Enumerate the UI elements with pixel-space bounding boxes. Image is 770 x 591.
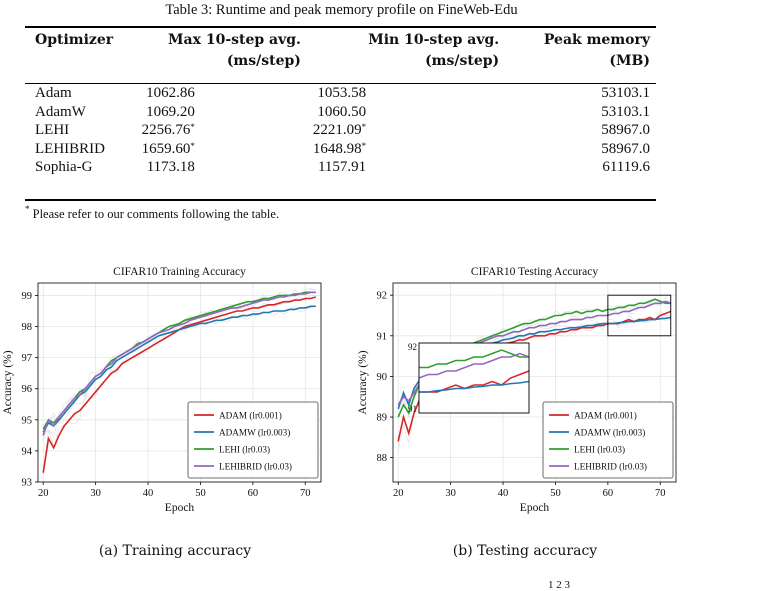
legend-label: LEHIBRID (lr0.03) <box>574 462 647 472</box>
inset-series-line-1 <box>419 380 530 393</box>
cell-memory: 53103.1 <box>601 103 650 120</box>
inset-tick-label: 91 <box>408 404 417 414</box>
x-tick-label: 40 <box>143 488 154 499</box>
table-caption: Table 3: Runtime and peak memory profile… <box>165 2 518 18</box>
table-footnote: * Please refer to our comments following… <box>25 204 280 221</box>
col-header-min: Min 10-step avg. (ms/step) <box>368 32 500 69</box>
x-tick-label: 30 <box>90 488 101 499</box>
cell-optimizer: Sophia-G <box>35 159 93 175</box>
plot-frame <box>37 282 322 483</box>
legend-box <box>542 401 674 479</box>
y-tick-label: 96 <box>22 384 33 395</box>
legend-label: LEHI (lr0.03) <box>574 445 625 455</box>
cell-max: 1659.60* <box>141 140 195 157</box>
training-accuracy-chart: CIFAR10 Training Accuracy 20 30 40 50 60 70 93 9… <box>2 266 322 514</box>
legend-label: ADAM (lr0.001) <box>574 411 637 421</box>
y-tick-label: 92 <box>377 291 388 302</box>
x-axis-label: Epoch <box>520 502 550 514</box>
col-header-max: Max 10-step avg. (ms/step) <box>168 32 301 69</box>
legend-label: ADAM (lr0.001) <box>219 411 282 421</box>
x-tick-label: 60 <box>603 488 614 499</box>
y-axis-label: Accuracy (%) <box>357 350 369 414</box>
cell-memory: 58967.0 <box>601 122 650 138</box>
table-header-row: Optimizer Max 10-step avg. (ms/step) Min … <box>25 30 656 72</box>
x-tick-label: 20 <box>38 488 49 499</box>
cell-optimizer: AdamW <box>35 103 86 120</box>
cell-max: 1069.20 <box>146 103 195 120</box>
y-tick-label: 94 <box>22 446 33 457</box>
y-tick-label: 89 <box>377 413 388 424</box>
col-header-optimizer: Optimizer <box>35 32 114 48</box>
plot-frame <box>392 282 677 483</box>
x-tick-label: 40 <box>498 488 509 499</box>
table-bottom-rule <box>25 199 656 201</box>
cell-optimizer: LEHIBRID <box>35 140 105 157</box>
subcaption-testing: (b) Testing accuracy <box>452 543 598 559</box>
col-header-memory: Peak memory (MB) <box>543 32 650 69</box>
cell-max: 1173.18 <box>146 159 195 175</box>
inset-tick-label: 92 <box>408 342 417 352</box>
page-fragment: 1 2 3 <box>548 579 570 591</box>
x-tick-label: 30 <box>445 488 456 499</box>
table-row: Adam 1062.86 1053.58 53103.1 <box>25 84 656 103</box>
cell-min: 2221.09* <box>312 122 367 138</box>
y-tick-label: 93 <box>22 478 33 489</box>
x-tick-label: 60 <box>248 488 259 499</box>
subcaption-training: (a) Training accuracy <box>98 543 252 559</box>
series-line-1 <box>42 305 316 433</box>
cell-max: 1062.86 <box>146 85 195 101</box>
y-tick-label: 88 <box>377 453 388 464</box>
testing-accuracy-chart: CIFAR10 Testing Accuracy 20 30 40 50 60 70 88 89… <box>357 266 677 514</box>
inset-frame <box>418 342 530 414</box>
cell-memory: 53103.1 <box>601 85 650 101</box>
table-row: LEHIBRID 1659.60* 1648.98* 58967.0 <box>25 140 656 159</box>
inset-series-line-3 <box>418 352 530 379</box>
zoom-region <box>607 294 672 337</box>
runtime-table: Optimizer Max 10-step avg. (ms/step) Min … <box>25 30 656 177</box>
y-tick-label: 97 <box>22 353 33 364</box>
cell-min: 1053.58 <box>317 85 367 101</box>
legend-label: LEHI (lr0.03) <box>219 445 270 455</box>
x-tick-label: 70 <box>655 488 666 499</box>
chart-title: CIFAR10 Training Accuracy <box>113 266 246 278</box>
cell-min: 1648.98* <box>312 140 367 157</box>
x-tick-label: 70 <box>300 488 311 499</box>
inset-series-line-2 <box>419 349 529 369</box>
legend-label: LEHIBRID (lr0.03) <box>219 462 292 472</box>
y-tick-label: 90 <box>377 372 388 383</box>
x-tick-label: 50 <box>550 488 561 499</box>
series-line-3 <box>42 291 316 436</box>
inset-series-line-0 <box>419 370 530 393</box>
cell-optimizer: Adam <box>35 85 72 101</box>
legend-label: ADAMW (lr0.003) <box>574 428 645 438</box>
y-tick-label: 95 <box>22 415 33 426</box>
legend-box <box>187 401 319 479</box>
cell-min: 1060.50 <box>317 103 367 120</box>
table-row: LEHI 2256.76* 2221.09* 58967.0 <box>25 121 656 140</box>
cell-min: 1157.91 <box>317 159 367 175</box>
y-tick-label: 91 <box>377 331 388 342</box>
x-tick-label: 20 <box>393 488 404 499</box>
cell-max: 2256.76* <box>141 122 195 138</box>
chart-title: CIFAR10 Testing Accuracy <box>471 266 598 278</box>
table-row: Sophia-G 1173.18 1157.91 61119.6 <box>25 158 656 177</box>
y-tick-label: 99 <box>22 291 33 302</box>
y-axis-label: Accuracy (%) <box>2 350 14 414</box>
table-header-rule <box>25 83 656 84</box>
table-top-rule <box>25 26 656 28</box>
x-axis-label: Epoch <box>165 502 195 514</box>
x-tick-label: 50 <box>195 488 206 499</box>
table-row: AdamW 1069.20 1060.50 53103.1 <box>25 103 656 122</box>
cell-memory: 61119.6 <box>602 159 650 175</box>
legend-label: ADAMW (lr0.003) <box>219 428 290 438</box>
cell-memory: 58967.0 <box>601 140 650 157</box>
cell-optimizer: LEHI <box>35 122 70 138</box>
y-tick-label: 98 <box>22 322 33 333</box>
